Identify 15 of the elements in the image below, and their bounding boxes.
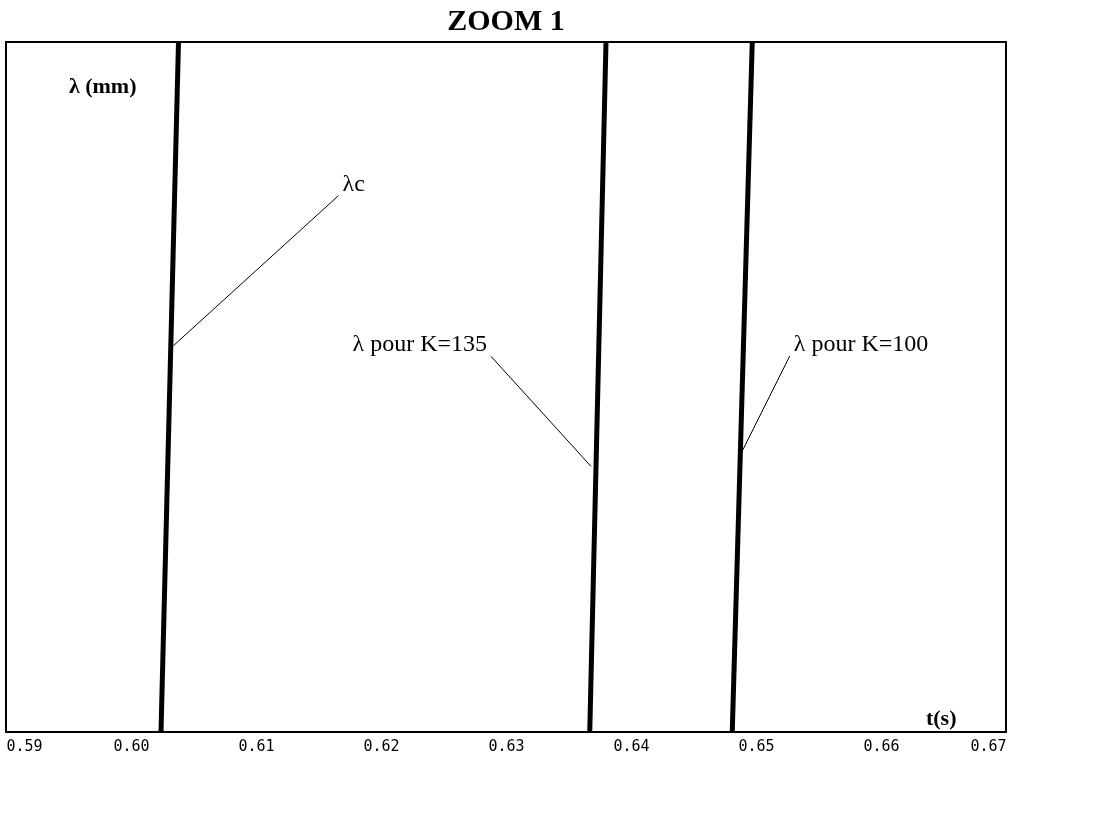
x-tick-label: 0.63 xyxy=(488,736,525,755)
x-tick-label: 0.67 xyxy=(970,736,1007,755)
x-tick-label: 0.66 xyxy=(863,736,900,755)
x-tick-label: 0.59 xyxy=(6,736,43,755)
annotation: λ pour K=135 xyxy=(352,330,487,357)
y-axis-title: λ (mm) xyxy=(68,72,137,98)
annotation: λc xyxy=(342,169,365,196)
x-tick-label: 0.62 xyxy=(363,736,400,755)
x-tick-label: 0.60 xyxy=(113,736,150,755)
x-tick-label: 0.61 xyxy=(238,736,275,755)
x-axis-title: t(s) xyxy=(925,704,957,730)
annotation: λ pour K=100 xyxy=(793,330,929,356)
chart-title: ZOOM 1 xyxy=(447,2,565,36)
x-tick-label: 0.65 xyxy=(738,736,775,755)
x-tick-label: 0.64 xyxy=(613,736,650,755)
